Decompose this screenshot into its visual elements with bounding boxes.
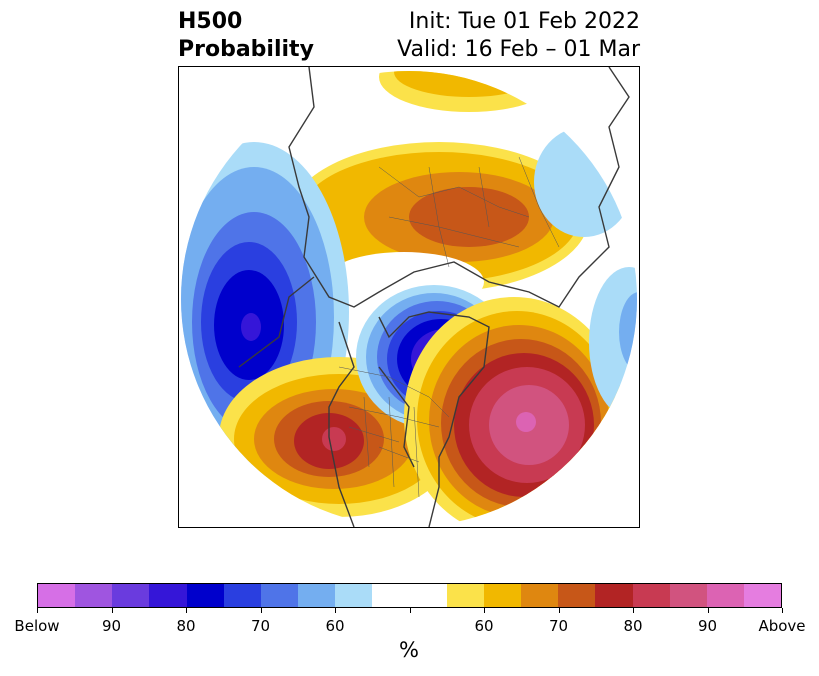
colorbar-tick (633, 608, 634, 613)
probability-map (178, 66, 640, 528)
colorbar-tick (558, 608, 560, 613)
colorbar-segment (38, 584, 76, 607)
colorbar-segment (149, 584, 187, 607)
asia-below-anomaly (534, 127, 637, 417)
colorbar-tick (335, 608, 336, 613)
colorbar-tick-label: 70 (250, 617, 271, 635)
colorbar-tick (186, 608, 187, 613)
colorbar-tick-label: 90 (697, 617, 718, 635)
colorbar-segment (223, 584, 261, 607)
colorbar-tick-label: Below (14, 617, 60, 635)
colorbar-segment (669, 584, 707, 607)
colorbar-tick-label: 60 (474, 617, 494, 635)
colorbar-tick-label: 90 (101, 617, 122, 635)
map-canvas (181, 67, 637, 527)
colorbar (37, 583, 782, 608)
colorbar-segment (706, 584, 744, 607)
colorbar-tick (409, 608, 411, 613)
colorbar-segment (75, 584, 113, 607)
colorbar-segment (335, 584, 373, 607)
colorbar-segment (372, 584, 410, 607)
title-line-1: H500 (178, 9, 243, 34)
colorbar-segment (743, 584, 782, 607)
borders (338, 156, 560, 498)
colorbar-segment (298, 584, 336, 607)
colorbar-segment (558, 584, 596, 607)
colorbar-tick-label: 60 (325, 617, 345, 635)
colorbar-segment (186, 584, 224, 607)
colorbar-segment (260, 584, 299, 607)
title-line-2: Probability (178, 37, 314, 62)
init-date: Init: Tue 01 Feb 2022 (408, 9, 640, 34)
colorbar-tick (707, 608, 709, 613)
colorbar-tick (484, 608, 485, 613)
colorbar-segment (595, 584, 633, 607)
colorbar-segment (409, 584, 447, 607)
date-info: Init: Tue 01 Feb 2022 Valid: 16 Feb – 01… (397, 8, 640, 64)
colorbar-tick (37, 608, 38, 613)
colorbar-segment (446, 584, 484, 607)
colorbar-tick (111, 608, 113, 613)
eurasia-above-anomaly (289, 142, 589, 312)
colorbar-tick-label: Above (758, 617, 806, 635)
colorbar-tick-label: 70 (548, 617, 569, 635)
units-label: % (399, 638, 419, 662)
colorbar-segment (632, 584, 670, 607)
colorbar-tick-label: 80 (623, 617, 643, 635)
colorbar-segment (483, 584, 522, 607)
colorbar-segment (112, 584, 150, 607)
colorbar-tick-label: 80 (176, 617, 196, 635)
coastlines (238, 67, 630, 527)
map-title: H500 Probability (178, 8, 314, 64)
top-above-anomaly (379, 71, 559, 112)
valid-range: Valid: 16 Feb – 01 Mar (397, 37, 640, 62)
colorbar-tick (260, 608, 262, 613)
colorbar-segment (521, 584, 559, 607)
colorbar-tick (782, 608, 783, 613)
